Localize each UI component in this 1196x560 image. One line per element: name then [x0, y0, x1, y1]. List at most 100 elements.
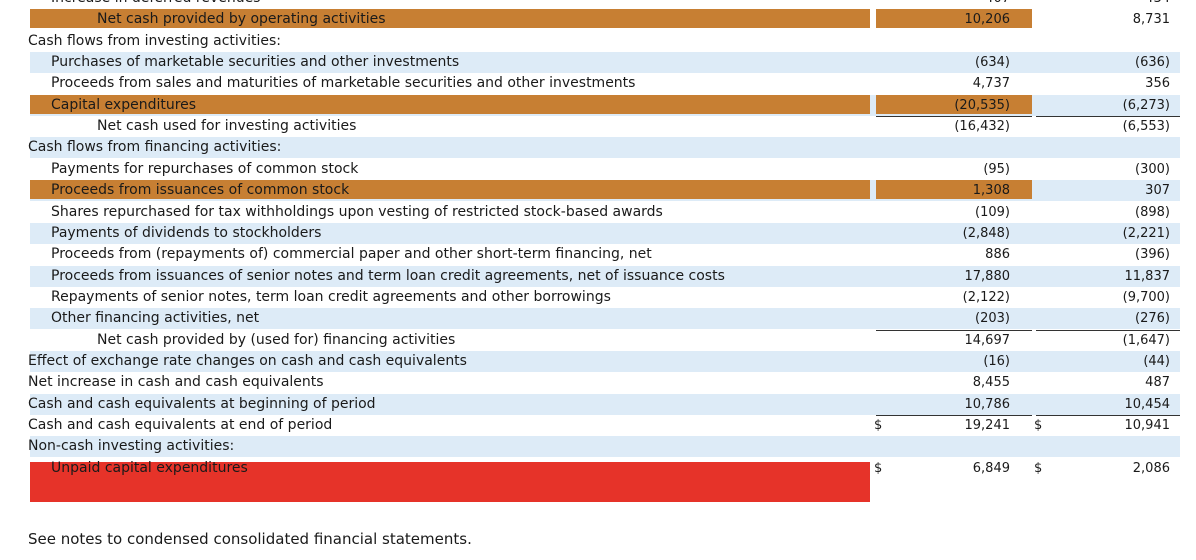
total-rule [1036, 415, 1180, 416]
row-label: Proceeds from sales and maturities of ma… [51, 75, 636, 92]
currency-sign: $ [1034, 418, 1043, 433]
table-row: Repayments of senior notes, term loan cr… [0, 287, 1196, 308]
table-row: Proceeds from issuances of senior notes … [0, 265, 1196, 287]
total-rule [876, 415, 1032, 416]
cell-value: 434 [1040, 0, 1170, 8]
cell-highlight [876, 180, 1032, 200]
cell-value: 4,737 [972, 76, 1010, 92]
row-stripe [30, 350, 1180, 372]
cell-value: (2,122) [962, 289, 1010, 305]
cell-value: 1,308 [972, 183, 1010, 199]
row-label: Repayments of senior notes, term loan cr… [51, 288, 611, 305]
cell-value: 886 [985, 247, 1010, 263]
row-label: Proceeds from (repayments of) commercial… [51, 246, 652, 263]
row-highlight [30, 9, 870, 29]
row-label: Payments of dividends to stockholders [51, 224, 322, 241]
table-row: Non-cash investing activities: [0, 436, 1196, 458]
row-label: Unpaid capital expenditures [51, 459, 248, 476]
row-label: Non-cash investing activities: [28, 438, 235, 455]
row-label: Net cash provided by (used for) financin… [97, 331, 456, 348]
table-row: Cash and cash equivalents at end of peri… [0, 415, 1196, 436]
cell-value: 10,454 [1124, 396, 1171, 412]
table-row: Net increase in cash and cash equivalent… [0, 372, 1196, 393]
cell-value: (276) [1135, 311, 1170, 327]
cell-value: 11,837 [1124, 268, 1171, 284]
cell-value: (396) [1135, 247, 1170, 263]
cell-value: 487 [1145, 375, 1170, 391]
cell-value: (20,535) [954, 97, 1010, 113]
row-stripe [30, 393, 1180, 415]
row-label: Proceeds from issuances of senior notes … [51, 267, 725, 284]
cell-highlight [876, 9, 1032, 29]
currency-sign: $ [874, 418, 883, 433]
row-label: Cash and cash equivalents at beginning o… [28, 395, 376, 412]
cell-value: 407 [880, 0, 1010, 8]
table-row: Net cash provided by (used for) financin… [0, 329, 1196, 351]
table-row: Proceeds from issuances of common stock 1… [0, 180, 1196, 202]
row-label: Cash flows from investing activities: [28, 32, 281, 49]
row-highlight [30, 94, 870, 114]
cell-value: 19,241 [964, 418, 1011, 433]
cell-value: (16) [983, 353, 1010, 369]
row-label: Payments for repurchases of common stock [51, 160, 359, 177]
total-rule [1036, 329, 1180, 331]
row-stripe [30, 222, 1180, 244]
cell-value: 8,455 [972, 375, 1010, 391]
row-label: Cash flows from financing activities: [28, 139, 282, 156]
cell-value: (2,848) [962, 225, 1010, 241]
cell-value: (300) [1135, 161, 1170, 177]
currency-sign: $ [874, 460, 883, 476]
cell-value: (898) [1135, 204, 1170, 220]
row-stripe [30, 265, 1180, 287]
row-label: Capital expenditures [51, 96, 197, 113]
cell-value: (95) [983, 161, 1010, 177]
cell-highlight [876, 94, 1032, 114]
table-row: Cash and cash equivalents at beginning o… [0, 393, 1196, 415]
table-row: Proceeds from (repayments of) commercial… [0, 244, 1196, 265]
cell-value: (44) [1143, 353, 1170, 369]
row-label: Shares repurchased for tax withholdings … [51, 203, 663, 220]
row-label: Net increase in cash and cash equivalent… [28, 374, 324, 391]
row-label: Effect of exchange rate changes on cash … [28, 352, 467, 369]
row-stripe [30, 308, 1180, 330]
cell-value: (6,553) [1122, 119, 1170, 135]
cell-value: (1,647) [1122, 332, 1170, 348]
row-label: Other financing activities, net [51, 310, 260, 327]
cell-value: (109) [975, 204, 1010, 220]
cell-value: 6,849 [972, 460, 1010, 476]
row-label: Net cash provided by operating activitie… [97, 11, 386, 28]
table-row: Effect of exchange rate changes on cash … [0, 350, 1196, 372]
cell-value: 10,786 [964, 396, 1011, 412]
cell-value: 2,086 [1132, 460, 1170, 476]
table-row: Cash flows from investing activities: [0, 31, 1196, 52]
cell-value: 17,880 [964, 268, 1011, 284]
table-row: Payments of dividends to stockholders (2,… [0, 222, 1196, 244]
cell-value: 10,941 [1124, 418, 1171, 433]
table-row: Payments for repurchases of common stock… [0, 159, 1196, 180]
table-row: Shares repurchased for tax withholdings … [0, 202, 1196, 223]
cell-value: (6,273) [1122, 97, 1170, 113]
row-stripe [30, 137, 1180, 159]
cell-value: 14,697 [964, 332, 1011, 348]
cell-value: (16,432) [954, 119, 1010, 135]
cell-value: 307 [1145, 183, 1170, 199]
cell-value: 8,731 [1132, 12, 1170, 28]
table-row: Increase in deferred revenues 407 434 [0, 0, 1196, 9]
table-row: Other financing activities, net (203) (276… [0, 308, 1196, 330]
row-label: Net cash used for investing activities [97, 118, 357, 135]
table-row: Unpaid capital expenditures 6,849 2,086 $ $ [0, 458, 1196, 479]
row-label: Purchases of marketable securities and o… [51, 54, 460, 71]
table-row: Cash flows from financing activities: [0, 137, 1196, 159]
total-rule [1036, 116, 1180, 118]
footnote: See notes to condensed consolidated fina… [28, 530, 472, 548]
row-label: Increase in deferred revenues [51, 0, 260, 8]
cell-value: (203) [975, 311, 1010, 327]
row-label: Cash and cash equivalents at end of peri… [28, 417, 333, 433]
cell-value: 356 [1145, 76, 1170, 92]
table-row: Proceeds from sales and maturities of ma… [0, 73, 1196, 94]
table-row: Purchases of marketable securities and o… [0, 52, 1196, 74]
cell-value: (2,221) [1122, 225, 1170, 241]
cell-value: 10,206 [964, 12, 1011, 28]
redaction-box [30, 462, 870, 502]
